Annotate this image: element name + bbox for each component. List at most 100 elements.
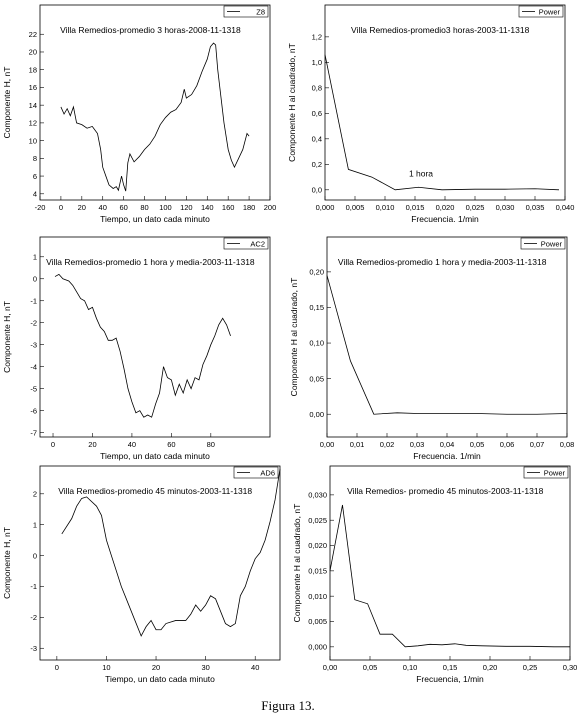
- x-tick-label: 0,030: [496, 203, 515, 212]
- x-tick-label: -20: [35, 203, 46, 212]
- data-line: [324, 54, 560, 191]
- x-tick-label: 0,15: [443, 663, 458, 672]
- x-tick-label: 40: [99, 203, 107, 212]
- x-tick-label: 0,25: [523, 663, 538, 672]
- x-tick-label: 10: [102, 663, 110, 672]
- y-tick-label: -4: [30, 362, 37, 371]
- y-tick-label: -3: [30, 340, 37, 349]
- legend-box: [520, 237, 566, 250]
- x-tick-label: 40: [128, 440, 136, 449]
- chart-title: Villa Remedios-promedio 3 horas-2008-11-…: [60, 25, 241, 35]
- y-tick-label: 0,05: [309, 374, 324, 383]
- x-tick-label: 0,01: [350, 440, 365, 449]
- y-tick-label: 0,00: [309, 410, 324, 419]
- y-tick-label: 0,005: [308, 617, 327, 626]
- y-tick-label: -3: [30, 644, 37, 653]
- x-tick-label: 0,05: [363, 663, 378, 672]
- y-tick-label: 0,8: [312, 84, 322, 93]
- x-axis-label: Tiempo, un dato cada minuto: [100, 451, 210, 461]
- x-tick-label: 80: [207, 440, 215, 449]
- y-tick-label: 4: [33, 189, 37, 198]
- y-tick-label: -6: [30, 406, 37, 415]
- y-tick-label: 10: [29, 136, 37, 145]
- y-tick-label: 0,015: [308, 567, 327, 576]
- x-tick-label: 20: [152, 663, 160, 672]
- annotation: 1 hora: [409, 169, 433, 179]
- x-tick-label: 60: [119, 203, 127, 212]
- x-tick-label: 0,000: [316, 203, 335, 212]
- y-tick-label: 1: [33, 520, 37, 529]
- x-tick-label: 0,07: [530, 440, 545, 449]
- x-tick-label: 0,025: [466, 203, 485, 212]
- legend-box: [233, 466, 279, 479]
- legend-label: Power: [541, 239, 563, 248]
- x-tick-label: 0,00: [323, 663, 338, 672]
- x-tick-label: 180: [243, 203, 256, 212]
- y-tick-label: 1,0: [312, 58, 322, 67]
- y-tick-label: 14: [29, 101, 37, 110]
- y-tick-label: 0,030: [308, 491, 327, 500]
- plot-frame: [39, 4, 271, 201]
- data-line: [61, 469, 281, 637]
- data-line: [60, 42, 250, 192]
- x-tick-label: 30: [201, 663, 209, 672]
- x-tick-label: 0,03: [410, 440, 425, 449]
- y-tick-label: 0,15: [309, 303, 324, 312]
- legend-box: [223, 5, 269, 18]
- chart-title: Villa Remedios-promedio 1 hora y media-2…: [338, 257, 547, 267]
- y-tick-label: 1: [33, 252, 37, 261]
- y-tick-label: -1: [30, 296, 37, 305]
- data-line: [54, 273, 231, 418]
- legend-label: AC2: [250, 239, 265, 248]
- y-tick-label: 8: [33, 154, 37, 163]
- plot-frame: [326, 236, 568, 438]
- y-tick-label: 0,10: [309, 339, 324, 348]
- data-line: [329, 504, 570, 648]
- x-tick-label: 0,035: [526, 203, 545, 212]
- y-tick-label: -2: [30, 613, 37, 622]
- y-tick-label: 0: [33, 551, 37, 560]
- y-tick-label: -7: [30, 428, 37, 437]
- x-tick-label: 0: [55, 663, 59, 672]
- x-tick-label: 40: [251, 663, 259, 672]
- y-tick-label: 18: [29, 65, 37, 74]
- y-axis-label: Componente H al cuadrado, nT: [292, 504, 302, 623]
- y-axis-label: Componente H, nT: [2, 527, 12, 599]
- caption: Figura 13.: [261, 698, 314, 713]
- x-tick-label: 0,04: [440, 440, 455, 449]
- plot-frame: [39, 465, 281, 661]
- x-axis-label: Frecuencia, 1/min: [416, 674, 484, 684]
- x-tick-label: 0,005: [346, 203, 365, 212]
- legend-label: Power: [539, 7, 561, 16]
- x-tick-label: 0: [59, 203, 63, 212]
- x-tick-label: 0,00: [320, 440, 335, 449]
- legend-label: Power: [544, 468, 566, 477]
- plot-frame: [39, 236, 271, 438]
- y-tick-label: -1: [30, 582, 37, 591]
- x-axis-label: Frecuencia. 1/min: [411, 214, 479, 224]
- legend-label: Z8: [256, 7, 265, 16]
- chart-title: Villa Remedios-promedio3 horas-2003-11-1…: [351, 25, 530, 35]
- x-axis-label: Tiempo, un dato cada minuto: [100, 214, 210, 224]
- y-tick-label: -2: [30, 318, 37, 327]
- x-tick-label: 0,015: [406, 203, 425, 212]
- chart-title: Villa Remedios-promedio 45 minutos-2003-…: [58, 486, 252, 496]
- y-tick-label: 12: [29, 119, 37, 128]
- x-tick-label: 0,20: [483, 663, 498, 672]
- y-tick-label: 2: [33, 490, 37, 499]
- x-tick-label: 0,010: [376, 203, 395, 212]
- legend-box: [518, 5, 564, 18]
- x-tick-label: 0,06: [500, 440, 515, 449]
- x-tick-label: 120: [180, 203, 193, 212]
- y-tick-label: 0,000: [308, 643, 327, 652]
- x-tick-label: 60: [167, 440, 175, 449]
- y-tick-label: 0,020: [308, 541, 327, 550]
- x-tick-label: 160: [222, 203, 235, 212]
- y-axis-label: Componente H, nT: [2, 301, 12, 373]
- x-axis-label: Frecuencia. 1/min: [413, 451, 481, 461]
- legend-box: [223, 237, 269, 250]
- chart-title: Villa Remedios-promedio 1 hora y media-2…: [46, 257, 255, 267]
- y-tick-label: 0,6: [312, 109, 322, 118]
